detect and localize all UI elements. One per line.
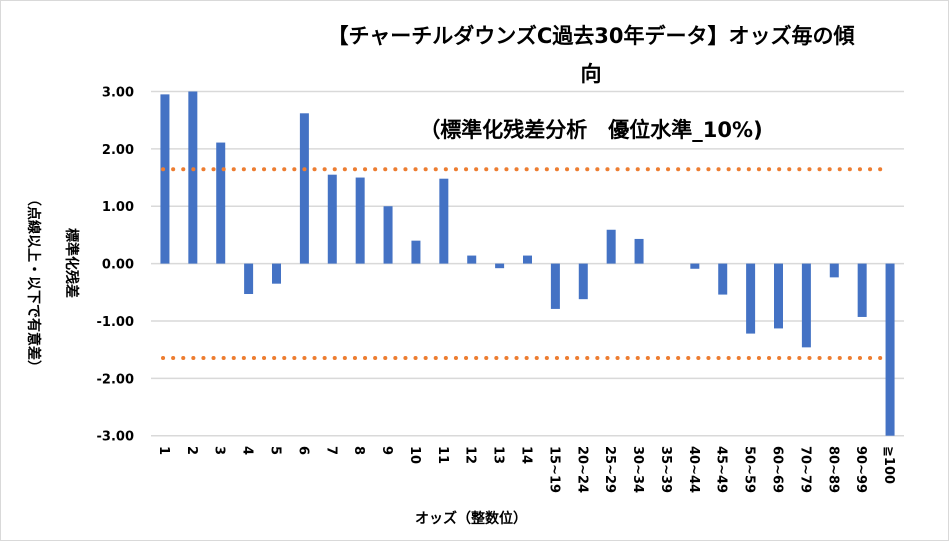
x-tick-label: 10 bbox=[407, 446, 422, 464]
x-tick-label: 1 bbox=[156, 446, 171, 455]
bar-3 bbox=[216, 142, 226, 264]
bar-6 bbox=[299, 113, 309, 264]
bar-12 bbox=[467, 255, 477, 264]
bar-20~24 bbox=[578, 263, 588, 300]
x-tick-label: 5 bbox=[268, 446, 283, 455]
bar-45~49 bbox=[718, 263, 728, 295]
x-tick-label: 15~19 bbox=[546, 446, 561, 493]
x-tick-label: 4 bbox=[240, 446, 255, 455]
x-axis-title: オッズ（整数位） bbox=[415, 510, 527, 527]
bar-1 bbox=[160, 94, 170, 264]
x-tick-label: 40~44 bbox=[686, 446, 701, 493]
chart-title-line2: （標準化残差分析 優位水準_10%) bbox=[419, 118, 762, 142]
y-tick-label: 2.00 bbox=[102, 143, 134, 158]
y-tick-label: -1.00 bbox=[97, 315, 134, 330]
bar-80~89 bbox=[829, 263, 839, 278]
bar-14 bbox=[523, 255, 532, 264]
bar-2 bbox=[188, 91, 198, 264]
x-tick-label: 60~69 bbox=[770, 446, 785, 493]
x-tick-label: 14 bbox=[519, 446, 534, 464]
y-tick-label: -3.00 bbox=[97, 430, 134, 445]
x-tick-label: 45~49 bbox=[714, 446, 729, 493]
y-tick-label: -2.00 bbox=[97, 372, 134, 387]
bar-70~79 bbox=[801, 263, 811, 348]
x-tick-label: 2 bbox=[184, 446, 199, 455]
x-tick-label: 13 bbox=[491, 446, 506, 464]
bar-10 bbox=[411, 240, 421, 264]
bar-13 bbox=[495, 263, 505, 269]
bar-60~69 bbox=[774, 263, 783, 329]
x-tick-label: 90~99 bbox=[853, 446, 868, 493]
y-tick-label: 1.00 bbox=[102, 200, 134, 215]
x-tick-label: ≧100 bbox=[881, 446, 896, 484]
x-tick-label: 35~39 bbox=[658, 446, 673, 493]
x-tick-label: 3 bbox=[212, 446, 227, 455]
x-tick-label: 25~29 bbox=[602, 446, 617, 493]
bar-40~44 bbox=[690, 263, 700, 269]
bar-≧100 bbox=[885, 263, 895, 436]
y-axis-title-line2: （点線以上・以下で有意差） bbox=[25, 192, 42, 374]
x-tick-label: 30~34 bbox=[630, 446, 645, 493]
bar-11 bbox=[439, 178, 449, 264]
x-tick-label: 12 bbox=[463, 446, 478, 464]
bar-30~34 bbox=[634, 238, 644, 264]
bar-9 bbox=[383, 206, 393, 264]
x-tick-label: 80~89 bbox=[825, 446, 840, 493]
bar-4 bbox=[244, 263, 254, 295]
x-tick-label: 9 bbox=[379, 446, 394, 455]
x-tick-label: 20~24 bbox=[574, 446, 589, 493]
y-tick-label: 3.00 bbox=[102, 86, 134, 101]
bar-90~99 bbox=[857, 263, 867, 317]
x-tick-label: 11 bbox=[435, 446, 450, 464]
y-tick-label: 0.00 bbox=[102, 258, 134, 273]
bar-50~59 bbox=[746, 263, 756, 334]
x-tick-label: 7 bbox=[323, 446, 338, 455]
bar-7 bbox=[327, 174, 337, 264]
bar-25~29 bbox=[606, 229, 616, 264]
bar-8 bbox=[355, 177, 365, 264]
bar-15~19 bbox=[550, 263, 560, 309]
x-tick-label: 8 bbox=[351, 446, 366, 455]
x-tick-label: 6 bbox=[295, 446, 310, 455]
x-tick-label: 50~59 bbox=[742, 446, 757, 493]
x-tick-label: 70~79 bbox=[797, 446, 812, 493]
y-axis-title-line1: 標準化残差 bbox=[63, 228, 80, 298]
bar-5 bbox=[272, 263, 281, 284]
chart-title-line1: 【チャーチルダウンズC過去30年データ】オッズ毎の傾 bbox=[327, 24, 855, 48]
chart-title-line1b: 向 bbox=[581, 62, 602, 86]
